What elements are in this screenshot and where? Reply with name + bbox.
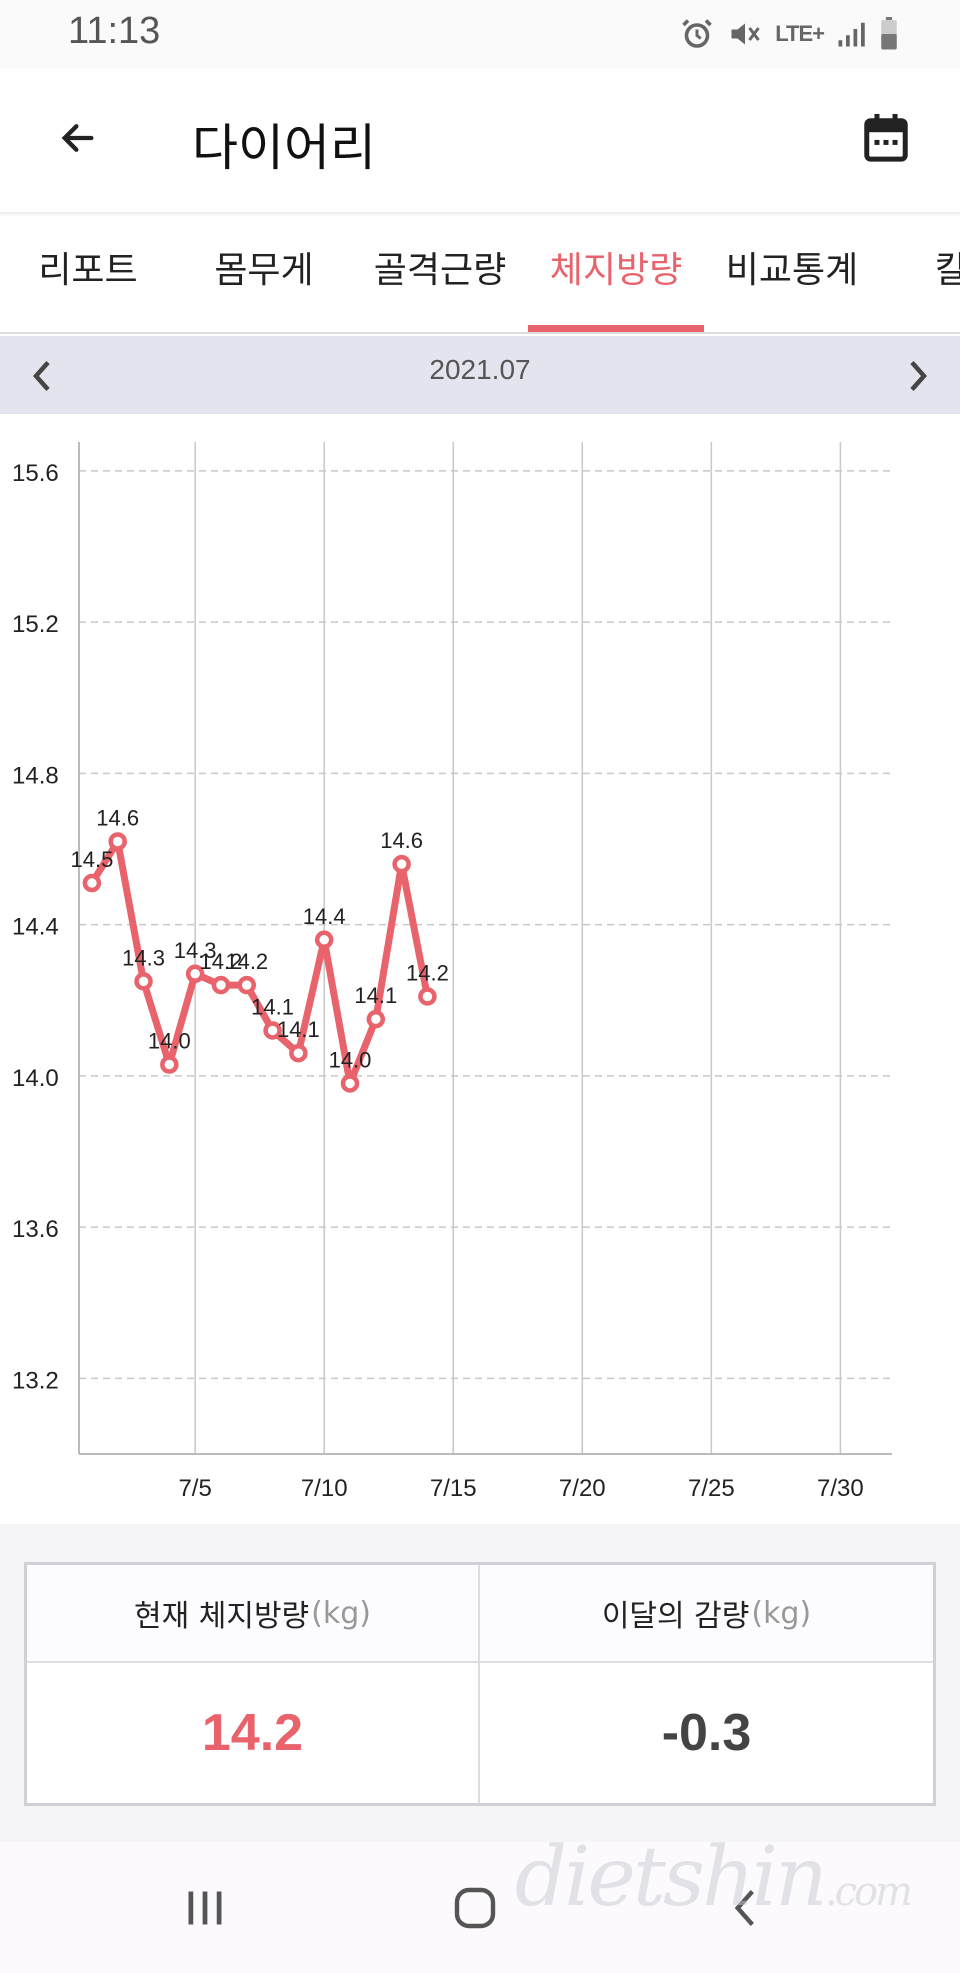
data-point	[237, 975, 257, 995]
data-label: 14.4	[303, 904, 346, 929]
current-body-fat-value: 14.2	[27, 1663, 480, 1803]
chevron-right-icon	[910, 361, 928, 391]
data-label: 14.2	[406, 960, 449, 985]
battery-icon	[881, 17, 897, 50]
month-navigator: 2021.07	[0, 336, 960, 414]
x-tick-label: 7/25	[688, 1475, 735, 1502]
x-tick-label: 7/5	[178, 1475, 211, 1502]
data-point	[185, 964, 205, 984]
y-tick-label: 14.4	[12, 914, 59, 941]
y-tick-label: 15.2	[12, 611, 59, 638]
data-label: 14.2	[200, 949, 243, 974]
y-tick-label: 15.6	[12, 460, 59, 487]
data-point	[108, 832, 127, 851]
tab-calorie[interactable]: 칼로	[880, 216, 960, 332]
body-fat-chart: 13.2 13.6 14.0 14.4 14.8 15.2 15.6 7/5 7/10 7/15 7…	[0, 414, 960, 1524]
data-point	[160, 1055, 179, 1074]
calendar-icon	[864, 113, 908, 162]
y-tick-label: 14.8	[12, 762, 59, 789]
tab-report[interactable]: 리포트	[0, 216, 176, 332]
data-label: 14.0	[148, 1029, 191, 1054]
y-tick-label: 14.0	[12, 1065, 59, 1092]
back-arrow-icon	[61, 124, 94, 152]
data-label: 14.6	[380, 828, 423, 853]
tab-label: 체지방량	[549, 250, 683, 291]
prev-month-button[interactable]	[14, 348, 70, 404]
y-tick-label: 13.6	[12, 1216, 59, 1243]
monthly-loss-value: -0.3	[661, 1704, 752, 1762]
home-button[interactable]	[430, 1870, 520, 1946]
loss-unit: (kg)	[751, 1595, 812, 1631]
system-nav-bar	[0, 1842, 960, 1973]
recent-apps-icon	[188, 1891, 222, 1925]
data-point	[314, 930, 334, 950]
x-tick-label: 7/10	[301, 1475, 348, 1502]
current-body-fat-header: 현재 체지방량 (kg)	[27, 1565, 480, 1663]
chevron-left-icon	[32, 361, 50, 391]
month-label: 2021.07	[429, 354, 531, 385]
data-label: 14.1	[251, 995, 294, 1020]
data-point	[211, 975, 231, 995]
data-label: 14.1	[354, 983, 397, 1008]
data-point	[82, 873, 102, 893]
data-point	[340, 1074, 360, 1093]
mute-icon	[731, 23, 760, 45]
data-point	[418, 987, 437, 1006]
tab-label: 칼로	[935, 250, 960, 291]
status-bar: 11:13 LTE+	[0, 0, 960, 68]
tab-label: 골격근량	[373, 250, 507, 291]
data-point	[289, 1043, 308, 1063]
data-point	[134, 972, 153, 991]
current-unit: (kg)	[311, 1595, 371, 1631]
data-label: 14.6	[96, 805, 139, 830]
alarm-icon	[682, 19, 713, 48]
x-tick-label: 7/30	[817, 1475, 864, 1502]
data-point	[263, 1021, 282, 1040]
lte-icon: LTE+	[775, 21, 825, 46]
data-label: 14.1	[277, 1017, 320, 1042]
monthly-loss-header: 이달의 감량 (kg)	[480, 1565, 933, 1663]
tab-compare-stats[interactable]: 비교통계	[704, 216, 880, 332]
data-label: 14.5	[70, 847, 113, 872]
summary-section: 현재 체지방량 (kg) 이달의 감량 (kg) 14.2 -0.3	[0, 1524, 960, 1842]
back-button[interactable]	[50, 110, 106, 166]
summary-table: 현재 체지방량 (kg) 이달의 감량 (kg) 14.2 -0.3	[24, 1562, 936, 1806]
y-tick-label: 13.2	[12, 1367, 59, 1394]
data-point	[392, 854, 411, 874]
x-tick-label: 7/20	[559, 1475, 606, 1502]
signal-icon	[838, 22, 865, 47]
data-label: 14.3	[174, 938, 217, 963]
active-tab-indicator	[528, 325, 704, 332]
tab-label: 리포트	[38, 250, 138, 291]
status-time: 11:13	[68, 10, 161, 52]
line-chart: 13.2 13.6 14.0 14.4 14.8 15.2 15.6 7/5 7/10 7/15 7…	[12, 442, 892, 1502]
tab-bar: 리포트 몸무게 골격근량 체지방량 비교통계 칼로	[0, 216, 960, 334]
tab-label: 비교통계	[725, 250, 859, 291]
next-month-button[interactable]	[890, 348, 946, 404]
tab-label: 몸무게	[214, 250, 314, 291]
tab-skeletal-muscle[interactable]: 골격근량	[352, 216, 528, 332]
recent-apps-button[interactable]	[160, 1870, 250, 1946]
back-icon	[734, 1890, 754, 1926]
data-label: 14.0	[329, 1047, 372, 1072]
calendar-button[interactable]	[856, 108, 916, 168]
tab-body-fat[interactable]: 체지방량	[528, 216, 704, 332]
loss-label: 이달의 감량	[601, 1599, 750, 1634]
series-line	[88, 837, 431, 1087]
x-tick-label: 7/15	[430, 1475, 477, 1502]
system-back-button[interactable]	[700, 1870, 790, 1946]
home-icon	[454, 1887, 496, 1929]
data-label: 14.2	[225, 949, 268, 974]
page-title: 다이어리	[192, 119, 376, 177]
data-label: 14.3	[122, 945, 165, 970]
app-bar: 다이어리	[0, 68, 960, 214]
current-label: 현재 체지방량	[134, 1599, 310, 1634]
data-point	[366, 1009, 386, 1029]
tab-weight[interactable]: 몸무게	[176, 216, 352, 332]
status-icons: LTE+	[679, 14, 900, 54]
